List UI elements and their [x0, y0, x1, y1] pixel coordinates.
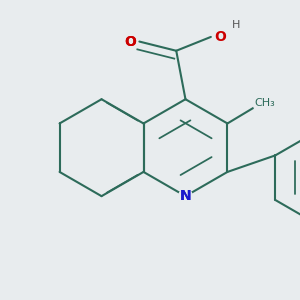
Text: N: N [180, 189, 191, 203]
Text: O: O [124, 34, 136, 49]
Text: H: H [232, 20, 240, 30]
Text: CH₃: CH₃ [254, 98, 275, 108]
Text: N: N [180, 189, 191, 203]
Text: O: O [214, 30, 226, 44]
Text: O: O [124, 34, 136, 49]
